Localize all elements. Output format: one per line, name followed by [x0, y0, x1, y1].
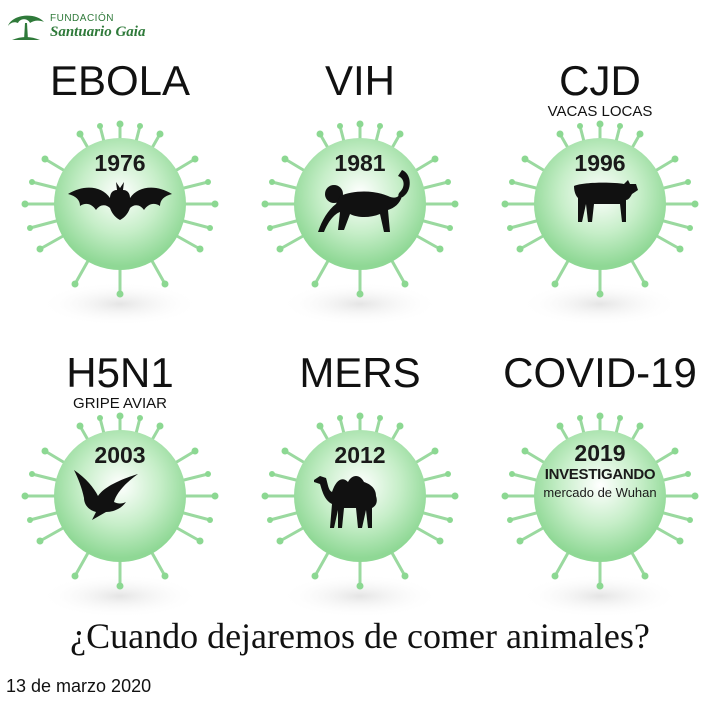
card-title: H5N1 [66, 349, 174, 396]
cow-icon [574, 180, 638, 222]
card-title: CJD [559, 57, 641, 104]
bird-icon [74, 470, 138, 520]
card-subtitle: VACAS LOCAS [547, 103, 653, 120]
card-title: MERS [299, 349, 421, 396]
card-year: 1981 [334, 150, 386, 176]
virus-icon [500, 411, 700, 620]
card-h5n1: H5N1 GRIPE AVIAR 2003 [0, 340, 240, 630]
card-mers: MERS 2012 [240, 340, 480, 630]
card-vih: VIH 1981 [240, 48, 480, 338]
monkey-icon [318, 170, 410, 232]
card-year: 2019 [574, 440, 626, 466]
card-ebola: EBOLA 1976 [0, 48, 240, 338]
card-year: 2003 [94, 442, 146, 468]
card-subtitle: GRIPE AVIAR [73, 395, 167, 412]
logo: FUNDACIÓN Santuario Gaia [6, 6, 156, 46]
card-title: COVID-19 [503, 349, 697, 396]
card-note-strong: INVESTIGANDO [544, 466, 656, 483]
card-year: 2012 [334, 442, 386, 468]
card-note: mercado de Wuhan [543, 485, 657, 500]
card-covid-19: COVID-19 2019 INVESTIGANDO mercado de Wu… [480, 340, 720, 630]
card-title: EBOLA [49, 57, 191, 104]
virus-icon [500, 119, 700, 328]
card-cjd: CJD VACAS LOCAS 1996 [480, 48, 720, 338]
date-text: 13 de marzo 2020 [6, 676, 152, 696]
logo-top-text: FUNDACIÓN [50, 13, 114, 24]
bat-icon [68, 182, 172, 220]
tree-logo-icon [8, 15, 44, 40]
virus-icon [20, 119, 220, 328]
card-title: VIH [324, 57, 395, 104]
card-year: 1976 [94, 150, 146, 176]
logo-name: Santuario Gaia [50, 24, 146, 40]
question-text: ¿Cuando dejaremos de comer animales? [70, 616, 650, 656]
card-year: 1996 [574, 150, 626, 176]
camel-icon [314, 476, 377, 528]
